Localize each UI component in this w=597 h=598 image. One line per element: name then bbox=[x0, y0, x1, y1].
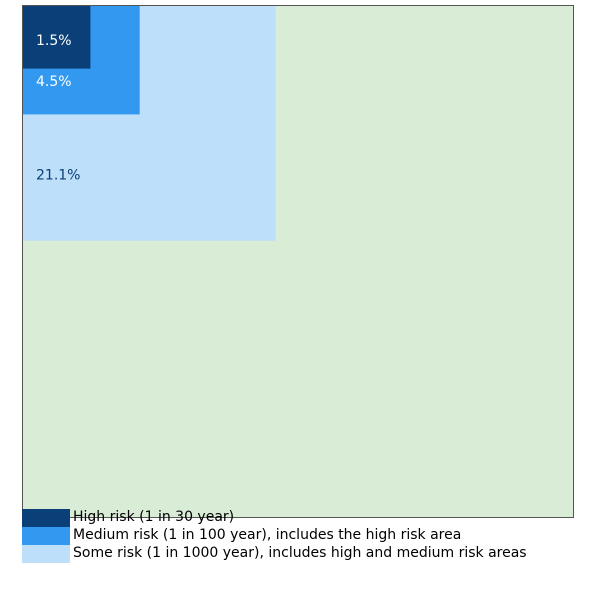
legend-item-some-risk: Some risk (1 in 1000 year), includes hig… bbox=[22, 544, 592, 563]
some-risk-percent-label: 21.1% bbox=[36, 168, 80, 184]
legend-swatch-some-risk bbox=[22, 545, 70, 563]
legend: High risk (1 in 30 year) Medium risk (1 … bbox=[22, 508, 592, 563]
legend-label-some-risk: Some risk (1 in 1000 year), includes hig… bbox=[73, 545, 527, 561]
legend-swatch-high-risk bbox=[22, 509, 70, 527]
legend-label-high-risk: High risk (1 in 30 year) bbox=[73, 509, 235, 525]
legend-label-medium-risk: Medium risk (1 in 100 year), includes th… bbox=[73, 527, 462, 543]
legend-item-high-risk: High risk (1 in 30 year) bbox=[22, 508, 592, 527]
high-risk-area bbox=[23, 6, 91, 69]
legend-swatch-medium-risk bbox=[22, 527, 70, 545]
chart-area: 21.1% 4.5% 1.5% bbox=[22, 5, 574, 518]
high-risk-percent-label: 1.5% bbox=[36, 33, 72, 49]
medium-risk-percent-label: 4.5% bbox=[36, 74, 72, 90]
legend-item-medium-risk: Medium risk (1 in 100 year), includes th… bbox=[22, 526, 592, 545]
